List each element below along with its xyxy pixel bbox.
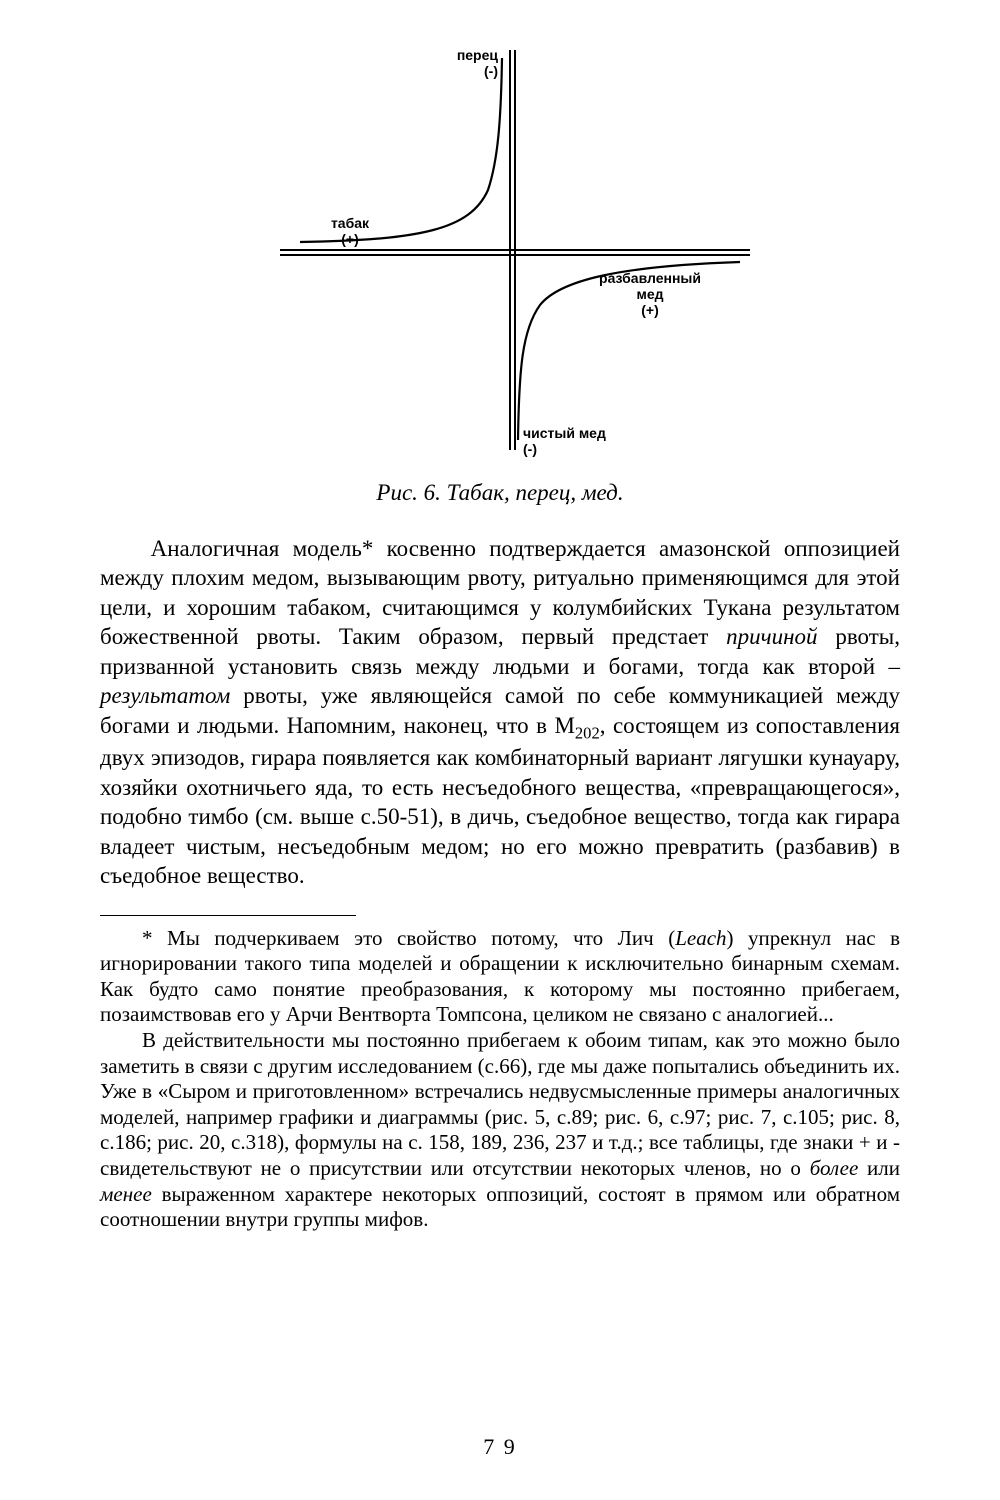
figure-caption: Рис. 6. Табак, перец, мед. [100,480,900,506]
svg-text:(+): (+) [341,231,359,247]
svg-text:(+): (+) [641,302,659,318]
figure-diagram: перец(-)табак(+)разбавленныймед(+)чистый… [100,40,900,460]
footnote-paragraph-2: В действительности мы постоянно прибегае… [100,1028,900,1233]
body-paragraph: Аналогичная модель* косвенно подтверждае… [100,534,900,891]
footnote-block: * Мы подчеркиваем это свойство потому, ч… [100,926,900,1233]
diagram-svg: перец(-)табак(+)разбавленныймед(+)чистый… [240,40,760,460]
footnote-rule [100,915,356,916]
svg-text:(-): (-) [484,63,498,79]
page-number: 7 9 [100,1408,900,1460]
svg-text:(-): (-) [523,441,537,457]
svg-text:перец: перец [457,47,499,63]
svg-text:табак: табак [331,215,370,231]
footnote-paragraph-1: * Мы подчеркиваем это свойство потому, ч… [100,926,900,1028]
svg-text:разбавленный: разбавленный [599,270,701,286]
svg-text:чистый мед: чистый мед [523,425,606,441]
svg-text:мед: мед [636,286,663,302]
